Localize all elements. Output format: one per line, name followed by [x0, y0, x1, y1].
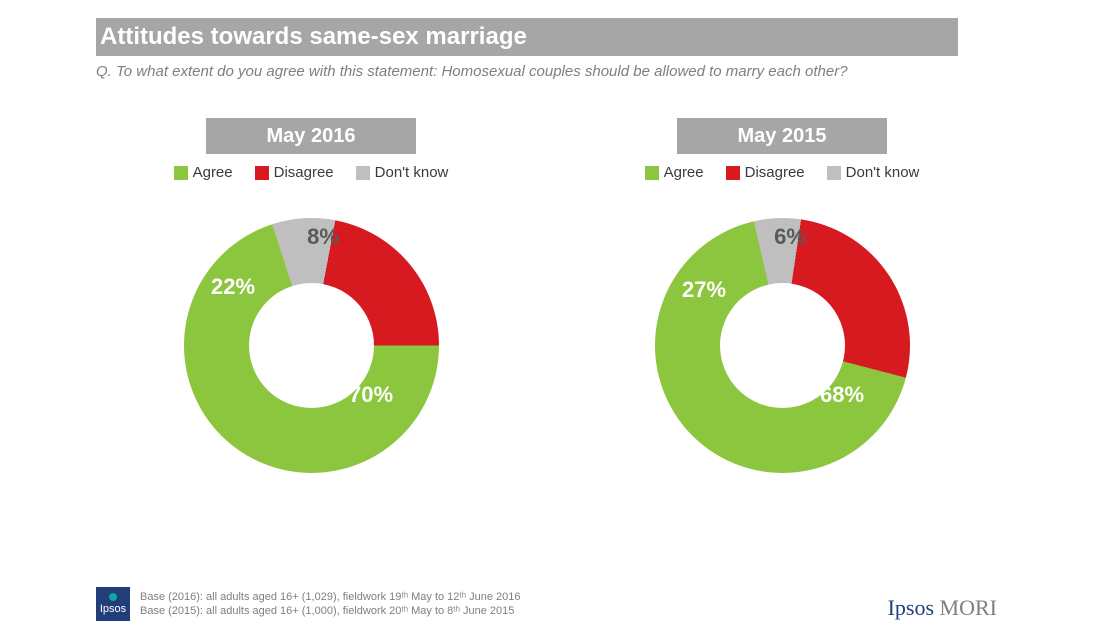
legend-dontknow: Don't know [827, 164, 920, 181]
legend-agree: Agree [645, 164, 704, 181]
donut-2016: 8% 22% 70% [161, 195, 461, 495]
legend-disagree: Disagree [255, 164, 334, 181]
swatch-dontknow-icon [356, 166, 370, 180]
base-line-2: Base (2015): all adults aged 16+ (1,000)… [140, 604, 520, 618]
swatch-disagree-icon [726, 166, 740, 180]
legend-agree-label: Agree [664, 164, 704, 181]
base-text: Base (2016): all adults aged 16+ (1,029)… [140, 590, 520, 619]
legend-disagree-label: Disagree [274, 164, 334, 181]
legend-dontknow-label: Don't know [846, 164, 920, 181]
chart-header-2015: May 2015 [677, 118, 887, 154]
legend-agree-label: Agree [193, 164, 233, 181]
slice-label-dontknow: 6% [774, 224, 806, 250]
footer-left: Ipsos Base (2016): all adults aged 16+ (… [96, 587, 520, 621]
slice-label-disagree: 27% [682, 277, 726, 303]
legend-dontknow: Don't know [356, 164, 449, 181]
brand-mori: MORI [940, 595, 997, 620]
slice-label-agree: 70% [349, 382, 393, 408]
swatch-disagree-icon [255, 166, 269, 180]
brand-mark: Ipsos MORI [888, 595, 997, 621]
logo-dot-icon [109, 593, 117, 601]
question-text: Q. To what extent do you agree with this… [96, 62, 958, 82]
chart-2015: May 2015 Agree Disagree Don't know 6% 27%… [567, 118, 997, 549]
swatch-agree-icon [174, 166, 188, 180]
legend-2016: Agree Disagree Don't know [174, 164, 449, 181]
charts-container: May 2016 Agree Disagree Don't know 8% 22%… [96, 118, 997, 549]
legend-dontknow-label: Don't know [375, 164, 449, 181]
legend-2015: Agree Disagree Don't know [645, 164, 920, 181]
chart-header-2016: May 2016 [206, 118, 416, 154]
slice-label-disagree: 22% [211, 274, 255, 300]
title-bar: Attitudes towards same-sex marriage [96, 18, 958, 56]
chart-2016: May 2016 Agree Disagree Don't know 8% 22%… [96, 118, 526, 549]
base-line-1: Base (2016): all adults aged 16+ (1,029)… [140, 590, 520, 604]
legend-agree: Agree [174, 164, 233, 181]
legend-disagree: Disagree [726, 164, 805, 181]
slice-label-dontknow: 8% [307, 224, 339, 250]
swatch-agree-icon [645, 166, 659, 180]
logo-text: Ipsos [100, 603, 126, 615]
brand-ipsos: Ipsos [888, 595, 934, 620]
title-text: Attitudes towards same-sex marriage [100, 23, 527, 51]
footer: Ipsos Base (2016): all adults aged 16+ (… [96, 587, 997, 621]
ipsos-logo-icon: Ipsos [96, 587, 130, 621]
legend-disagree-label: Disagree [745, 164, 805, 181]
slice-label-agree: 68% [820, 382, 864, 408]
slide: Attitudes towards same-sex marriage Q. T… [0, 0, 1093, 639]
donut-2015: 6% 27% 68% [632, 195, 932, 495]
swatch-dontknow-icon [827, 166, 841, 180]
